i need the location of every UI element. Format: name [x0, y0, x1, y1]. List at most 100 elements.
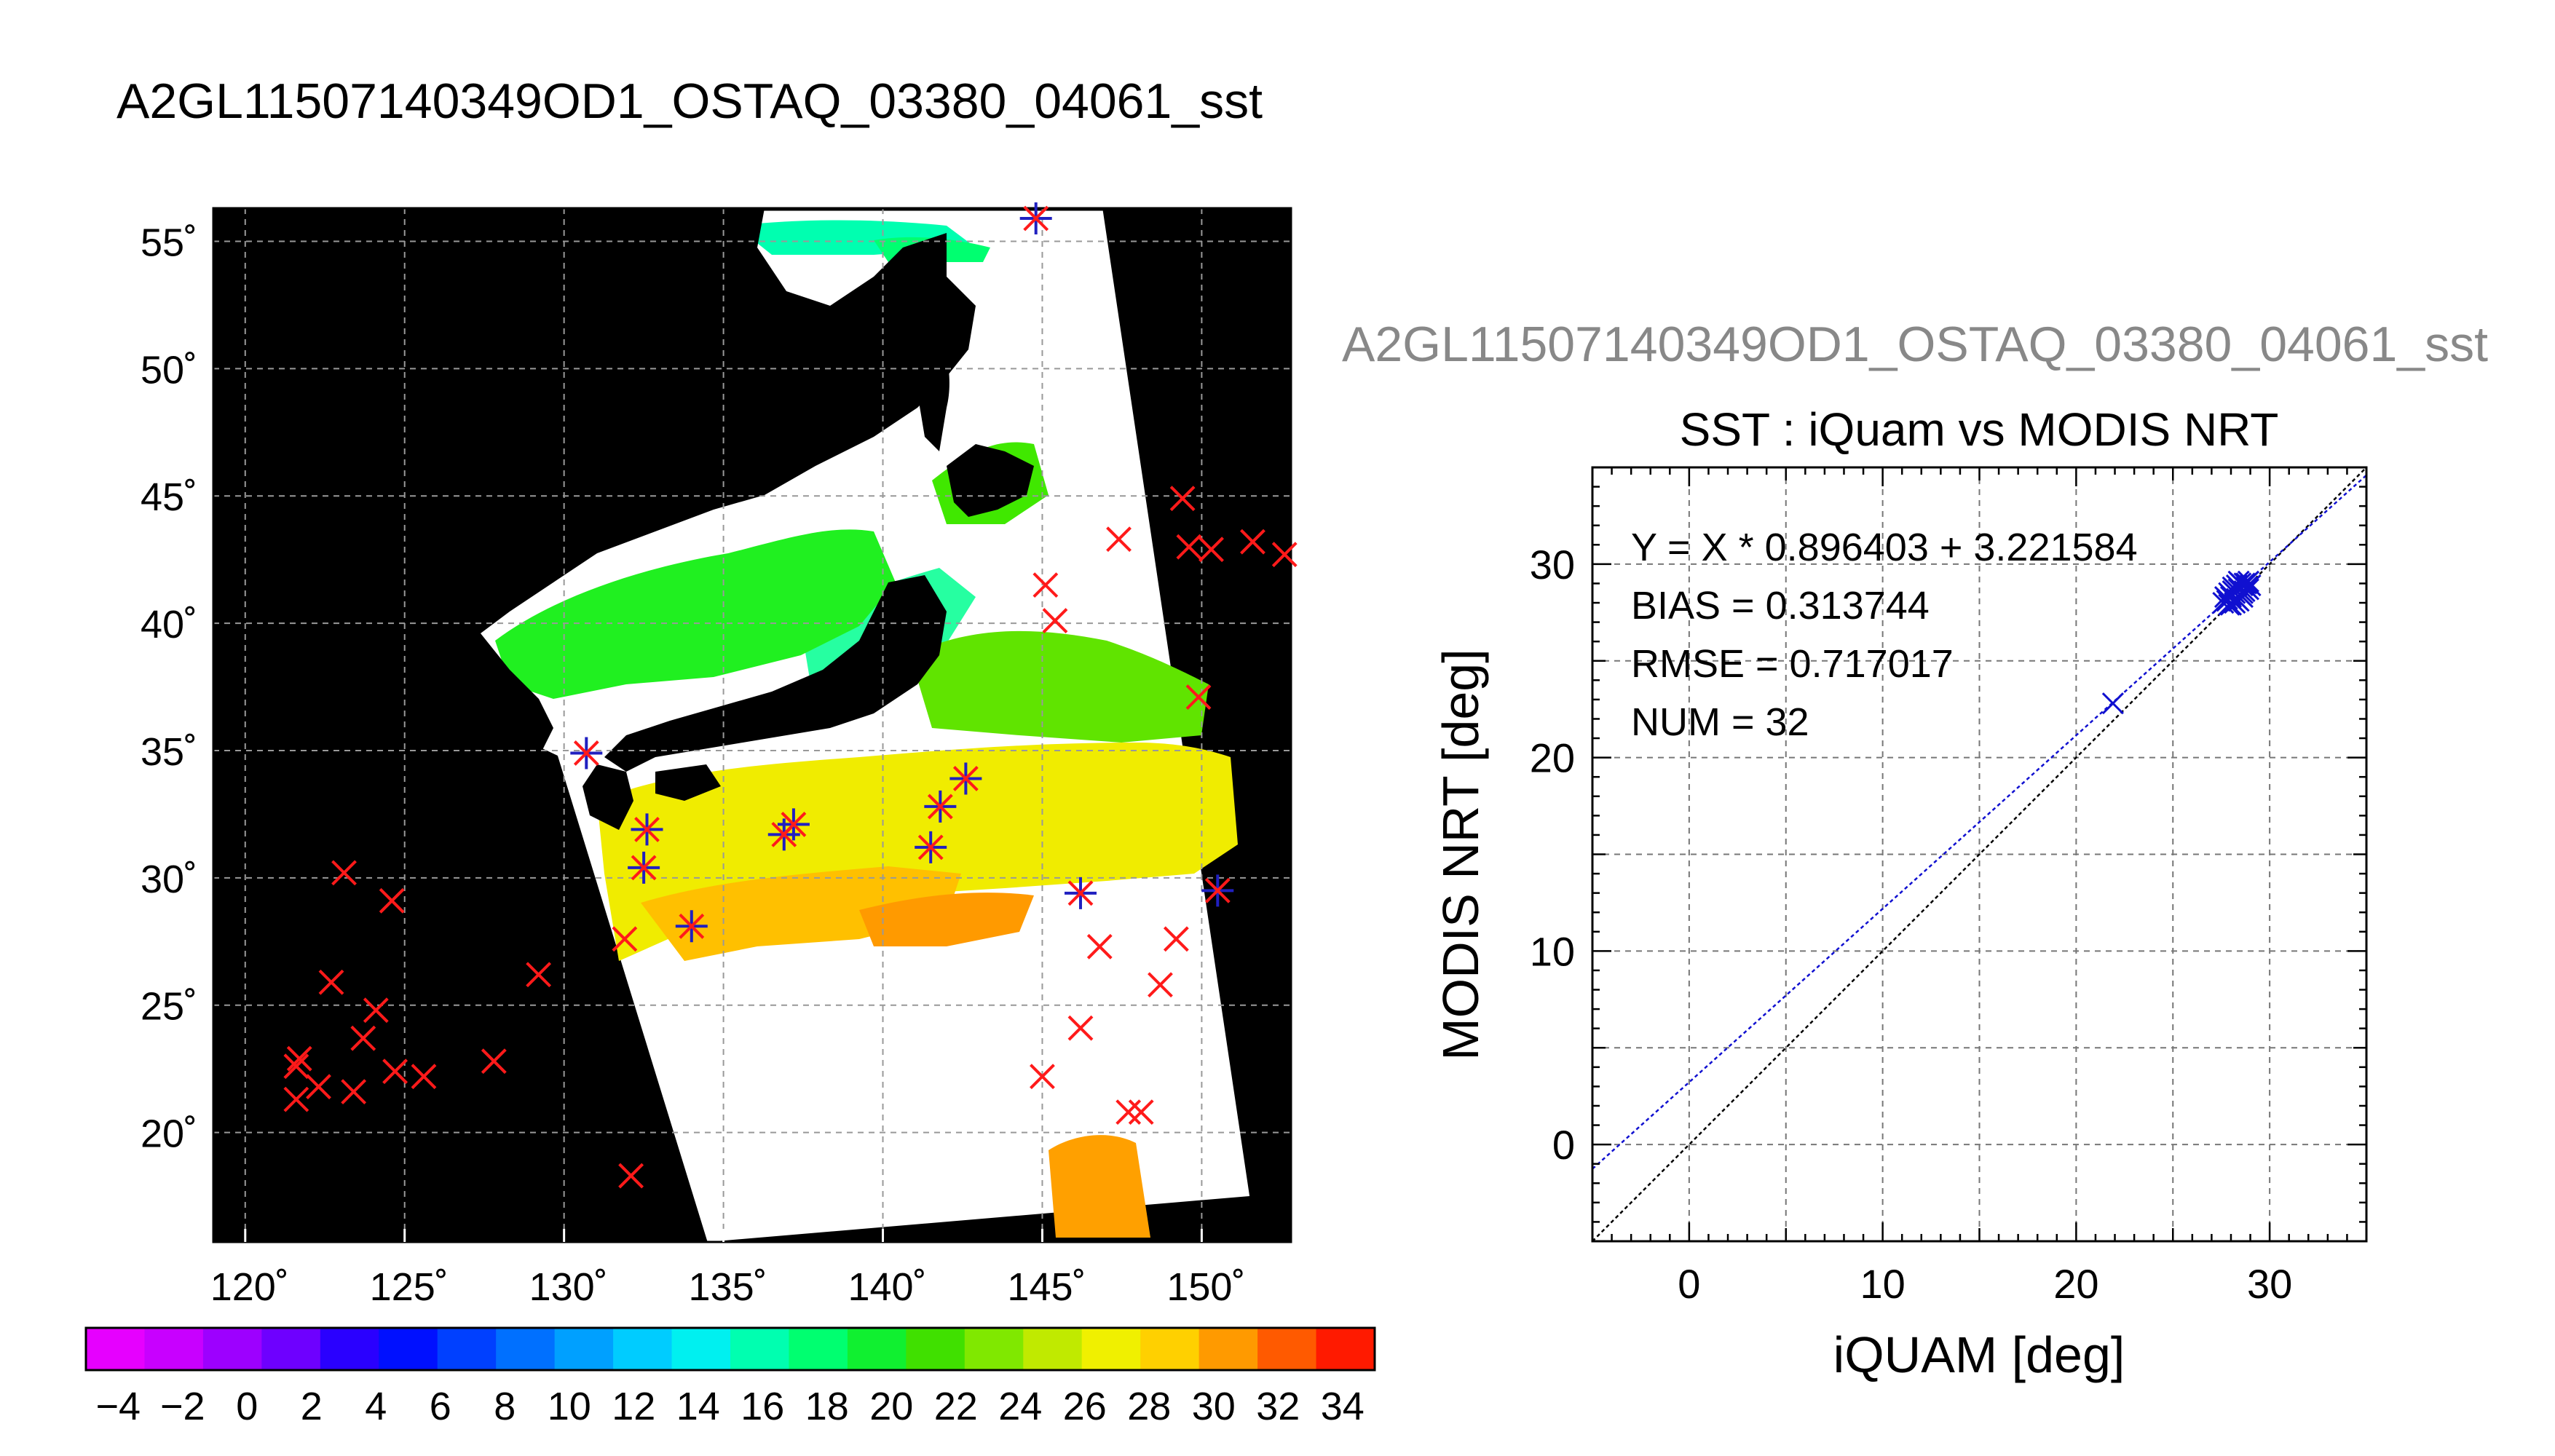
matched-buoy-marker	[1204, 877, 1231, 903]
colorbar-swatch	[1081, 1328, 1141, 1370]
map-x-tick-label: 135˚	[689, 1265, 767, 1309]
sst-band-south-orange	[641, 866, 961, 961]
colorbar-labels: −4 −2 0 2 4 6 8 10 12 14 16 18 20 22 24 26 28 30 32 34	[95, 1385, 1364, 1428]
colorbar-tick-label: 26	[1063, 1385, 1107, 1428]
buoy-marker	[341, 1079, 367, 1105]
map-frame	[212, 207, 1292, 1243]
map-x-tick-label: 145˚	[1007, 1265, 1086, 1309]
sst-band-warm	[859, 893, 1034, 946]
map-gridlines	[213, 208, 1291, 1242]
scatter-ticks: 0 10 20 30 0 10 20 30	[1530, 466, 2368, 1307]
scatter-x-tick-label: 20	[2053, 1261, 2098, 1307]
matched-buoy-marker	[927, 794, 953, 820]
map-x-tick-label: 130˚	[529, 1265, 608, 1309]
map-x-tick-label: 120˚	[210, 1265, 289, 1309]
map-y-tick-label: 35˚	[141, 730, 197, 774]
scatter-y-tick-label: 10	[1530, 928, 1575, 974]
scatter-point	[2101, 692, 2124, 715]
colorbar-tick-label: 8	[494, 1385, 516, 1428]
scatter-y-tick-label: 20	[1530, 735, 1575, 781]
colorbar-swatch	[144, 1328, 204, 1370]
buoy-marker	[411, 1064, 437, 1090]
map-y-tick-label: 25˚	[141, 985, 197, 1029]
colorbar-tick-label: 16	[741, 1385, 784, 1428]
scatter-y-label: MODIS NRT [deg]	[1432, 649, 1489, 1060]
buoy-marker	[350, 1025, 376, 1051]
colorbar-tick-label: 28	[1127, 1385, 1171, 1428]
scatter-x-tick-label: 30	[2247, 1261, 2292, 1307]
matched-buoy-marker	[952, 766, 979, 791]
map-y-tick-label: 50˚	[141, 348, 197, 392]
matched-buoy-marker	[631, 855, 657, 881]
buoy-marker	[286, 1045, 312, 1072]
buoy-marker	[612, 926, 638, 952]
scatter-y-tick-label: 0	[1552, 1122, 1575, 1168]
colorbar-tick-label: −4	[95, 1385, 141, 1428]
land-masses	[213, 208, 1034, 1242]
buoy-marker	[618, 1163, 644, 1189]
main-title: A2GL11507140349OD1_OSTAQ_03380_04061_sst	[117, 74, 1263, 129]
buoy-marker	[481, 1048, 507, 1075]
buoy-marker	[526, 962, 552, 988]
colorbar-swatch	[1257, 1328, 1317, 1370]
colorbar-swatch	[613, 1328, 673, 1370]
scatter-x-tick-label: 10	[1860, 1261, 1905, 1307]
colorbar-tick-label: 10	[548, 1385, 591, 1428]
colorbar-tick-label: 34	[1321, 1385, 1365, 1428]
colorbar-tick-label: 4	[365, 1385, 387, 1428]
buoy-marker	[1128, 1099, 1154, 1125]
stats-num: NUM = 32	[1631, 700, 1809, 744]
buoy-marker	[1148, 972, 1173, 998]
colorbar-tick-label: 14	[676, 1385, 720, 1428]
colorbar-swatch	[554, 1328, 614, 1370]
colorbar-tick-label: 22	[934, 1385, 978, 1428]
buoy-marker	[1271, 542, 1298, 568]
land-hokkaido	[947, 444, 1034, 517]
matched-buoy-marker	[1023, 205, 1049, 232]
buoy-marker	[306, 1074, 331, 1100]
buoy-marker	[1240, 529, 1265, 555]
scatter-x-tick-label: 0	[1678, 1261, 1700, 1307]
colorbar-tick-label: −2	[160, 1385, 205, 1428]
scatter-stats: Y = X * 0.896403 + 3.221584 BIAS = 0.313…	[1631, 526, 2138, 744]
map-y-tick-label: 40˚	[141, 603, 197, 646]
scatter-gridlines	[1592, 467, 2366, 1241]
colorbar-tick-label: 20	[869, 1385, 913, 1428]
colorbar-swatch	[847, 1328, 907, 1370]
matched-buoy-marker	[917, 834, 944, 860]
colorbar-tick-label: 2	[301, 1385, 323, 1428]
buoy-markers	[283, 202, 1298, 1189]
land-kyushu	[583, 764, 633, 830]
matched-buoy-marker	[781, 811, 807, 837]
colorbar-swatch	[906, 1328, 965, 1370]
map-y-tick-label: 20˚	[141, 1112, 197, 1156]
sst-colorbar	[84, 1326, 1376, 1372]
buoy-marker	[283, 1086, 309, 1112]
buoy-marker	[382, 1059, 408, 1085]
buoy-marker	[1115, 1099, 1142, 1125]
scatter-point	[2224, 578, 2246, 601]
map-x-tick-label: 125˚	[370, 1265, 449, 1309]
colorbar-tick-label: 0	[236, 1385, 258, 1428]
colorbar-tick-label: 24	[998, 1385, 1042, 1428]
stats-bias: BIAS = 0.313744	[1631, 584, 1930, 628]
sst-band-mid	[910, 630, 1209, 743]
colorbar-swatch	[964, 1328, 1024, 1370]
colorbar-swatch	[1140, 1328, 1200, 1370]
buoy-marker	[1067, 1015, 1094, 1041]
sst-scatter-panel: SST : iQuam vs MODIS NRT 0 10 20 300102030 …	[1432, 403, 2368, 1383]
land-honshu	[604, 575, 947, 772]
colorbar-swatch	[1198, 1328, 1258, 1370]
matched-buoy-marker	[573, 740, 599, 766]
colorbar-swatch	[730, 1328, 790, 1370]
buoy-marker	[1169, 486, 1196, 512]
sst-band-north	[495, 529, 896, 699]
colorbar-swatch	[1316, 1328, 1375, 1370]
buoy-marker	[1086, 933, 1113, 960]
stats-rmse: RMSE = 0.717017	[1631, 642, 1954, 686]
buoy-marker	[1106, 526, 1132, 553]
stats-regression-equation: Y = X * 0.896403 + 3.221584	[1631, 526, 2138, 569]
buoy-marker	[331, 860, 357, 886]
matched-buoy-marker	[1067, 880, 1094, 906]
colorbar-frame	[84, 1326, 1376, 1372]
